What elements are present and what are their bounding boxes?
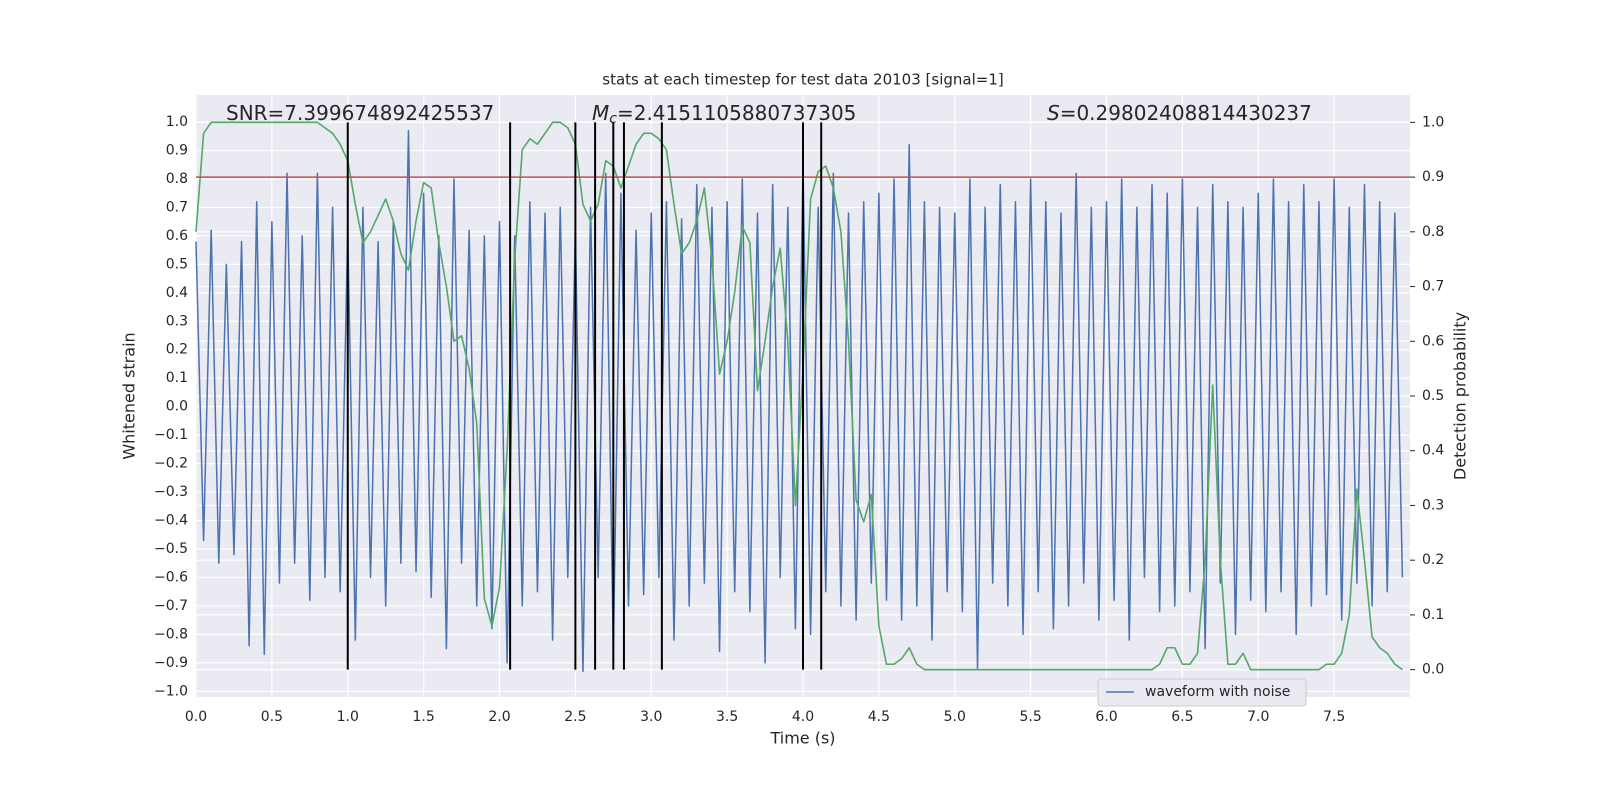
annotation: S=0.29802408814430237 — [1047, 101, 1312, 125]
y-tick-label: −1.0 — [154, 683, 188, 699]
series-line — [195, 121, 1403, 671]
y-tick-label: 0.8 — [166, 171, 188, 187]
y2-tick-label: 0.8 — [1422, 224, 1444, 240]
y-tick-label: 0.1 — [166, 370, 188, 386]
y-tick-label: 0.9 — [166, 143, 188, 159]
y-axis-label: Whitened strain — [120, 332, 139, 459]
y-tick-label: 0.5 — [166, 256, 188, 272]
annotation-text: =0.29802408814430237 — [1060, 101, 1312, 125]
y2-tick-label: 0.5 — [1422, 388, 1444, 404]
x-tick-label: 3.0 — [640, 709, 662, 725]
annotation: SNR=7.399674892425537 — [226, 101, 494, 125]
x-tick-label: 7.0 — [1247, 709, 1269, 725]
annotation-subscript: c — [609, 111, 617, 127]
y-tick-label: 0.6 — [166, 228, 188, 244]
y2-tick-label: 0.2 — [1422, 552, 1444, 568]
y-tick-label: 0.0 — [166, 399, 188, 415]
y-tick-label: −0.9 — [154, 655, 188, 671]
x-tick-label: 6.5 — [1171, 709, 1193, 725]
chart-title: stats at each timestep for test data 201… — [602, 71, 1003, 89]
x-tick-label: 0.0 — [185, 709, 207, 725]
y2-tick-label: 0.7 — [1422, 279, 1444, 295]
legend: waveform with noise — [1097, 678, 1307, 707]
x-tick-label: 2.0 — [488, 709, 510, 725]
x-tick-label: 4.0 — [792, 709, 814, 725]
y-tick-label: −0.8 — [154, 626, 188, 642]
y-tick-label: −0.7 — [154, 598, 188, 614]
y-tick-label: 0.3 — [166, 313, 188, 329]
annotation-symbol: M — [592, 101, 609, 125]
x-tick-label: 7.5 — [1323, 709, 1345, 725]
x-tick-label: 4.5 — [868, 709, 890, 725]
legend-label: waveform with noise — [1145, 684, 1290, 700]
annotation-text: SNR=7.399674892425537 — [226, 101, 494, 125]
y-tick-label: −0.1 — [154, 427, 188, 443]
x-tick-label: 5.5 — [1019, 709, 1041, 725]
y-tick-label: −0.4 — [154, 513, 188, 529]
legend-box — [1097, 678, 1307, 707]
x-tick-label: 5.0 — [944, 709, 966, 725]
y2-tick-label: 0.6 — [1422, 333, 1444, 349]
y-tick-label: −0.2 — [154, 456, 188, 472]
annotation-symbol: S — [1047, 101, 1060, 125]
y-tick-label: −0.3 — [154, 484, 188, 500]
x-tick-label: 2.5 — [564, 709, 586, 725]
y-tick-label: 0.2 — [166, 342, 188, 358]
annotation: Mc=2.4151105880737305 — [592, 101, 856, 128]
x-tick-label: 1.0 — [337, 709, 359, 725]
y-tick-label: −0.6 — [154, 569, 188, 585]
y-tick-label: −0.5 — [154, 541, 188, 557]
x-tick-label: 1.5 — [412, 709, 434, 725]
y2-axis-label: Detection probability — [1451, 312, 1470, 480]
y2-tick-label: 0.4 — [1422, 443, 1444, 459]
marks — [195, 121, 1410, 673]
y2-tick-label: 0.0 — [1422, 662, 1444, 678]
series-line — [195, 129, 1404, 673]
x-tick-label: 6.0 — [1095, 709, 1117, 725]
y2-tick-label: 1.0 — [1422, 114, 1444, 130]
y-tick-label: 0.7 — [166, 199, 188, 215]
annotation-text: =2.4151105880737305 — [617, 101, 856, 125]
labels: 0.0 0.5 1.0 1.5 2.0 2.5 3.0 3.5 4.0 4.5 5.0 5.5 6.0 6… — [154, 101, 1444, 726]
y2-tick-label: 0.1 — [1422, 607, 1444, 623]
x-axis-label: Time (s) — [769, 729, 835, 748]
y2-tick-label: 0.3 — [1422, 497, 1444, 513]
x-tick-label: 3.5 — [716, 709, 738, 725]
y-tick-label: 1.0 — [166, 114, 188, 130]
y2-tick-label: 0.9 — [1422, 169, 1444, 185]
x-tick-label: 0.5 — [261, 709, 283, 725]
y-tick-label: 0.4 — [166, 285, 188, 301]
